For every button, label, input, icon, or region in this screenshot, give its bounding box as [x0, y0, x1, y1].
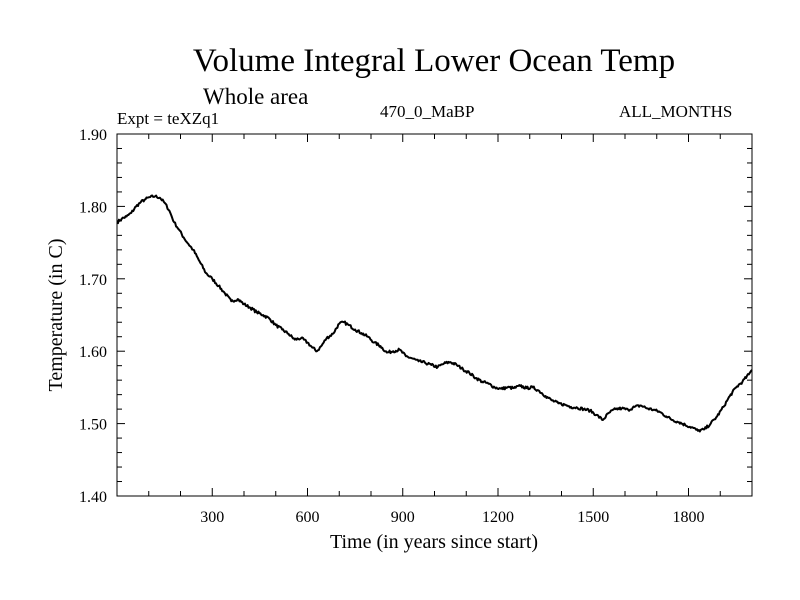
x-tick-label: 1500: [577, 509, 609, 526]
y-tick-label: 1.50: [79, 417, 107, 434]
x-tick-label: 600: [296, 509, 320, 526]
x-axis-label: Time (in years since start): [330, 531, 538, 553]
chart-title: Volume Integral Lower Ocean Temp: [192, 43, 676, 79]
experiment-label: Expt = teXZq1: [117, 109, 220, 128]
x-tick-label: 1800: [673, 509, 705, 526]
series-line: [116, 194, 753, 433]
y-tick-label: 1.80: [79, 199, 107, 216]
x-tick-label: 300: [200, 509, 224, 526]
x-tick-label: 1200: [482, 509, 514, 526]
y-tick-label: 1.40: [79, 489, 107, 506]
y-tick-label: 1.90: [79, 127, 107, 144]
y-axis-label: Temperature (in C): [45, 239, 67, 392]
x-tick-label: 900: [391, 509, 415, 526]
y-tick-label: 1.70: [79, 272, 107, 289]
plot-frame: [116, 133, 753, 497]
chart-subtitle: Whole area: [203, 84, 309, 109]
axis-ticks: [116, 133, 753, 497]
period-label: 470_0_MaBP: [380, 102, 475, 121]
y-tick-label: 1.60: [79, 344, 107, 361]
tick-labels: 300 600 900 1200 1500 1800 1.40 1.50 1.60 1.70 1.8…: [79, 127, 705, 526]
months-label: ALL_MONTHS: [619, 102, 733, 121]
